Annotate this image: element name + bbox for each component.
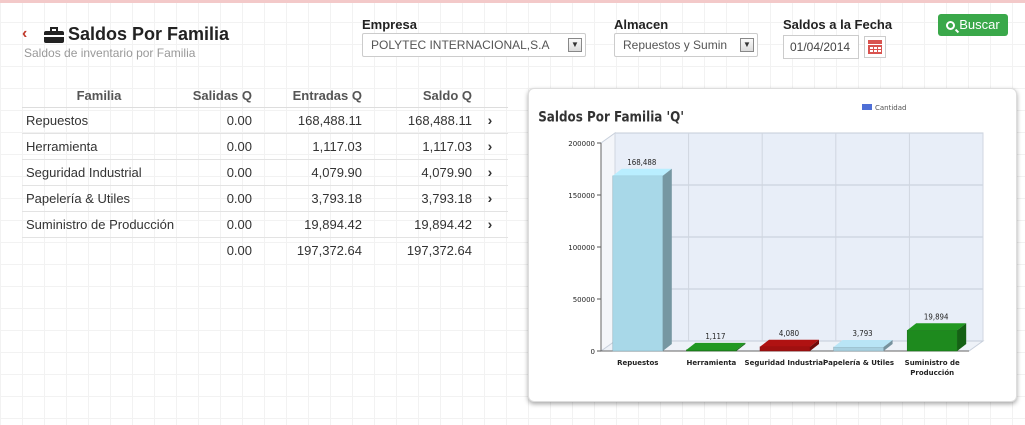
x-tick-label: Herramienta [687,359,737,367]
table-row: Repuestos 0.00 168,488.11 168,488.11 › [22,107,508,134]
bar-top [833,340,893,348]
cell-familia-empty [22,237,182,263]
cell-entradas: 19,894.42 [258,211,368,238]
title-group: Saldos Por Familia [44,24,229,45]
bar-side [736,342,746,351]
legend-label: Cantidad [875,104,906,112]
briefcase-icon [44,26,64,43]
cell-saldo: 1,117.03 [368,133,478,160]
cell-saldo: 4,079.90 [368,159,478,186]
legend-swatch [862,104,872,110]
x-tick-label: Seguridad Industrial [745,359,826,367]
table-row: Seguridad Industrial 0.00 4,079.90 4,079… [22,159,508,186]
table-totals-row: 0.00 197,372.64 197,372.64 [22,237,508,263]
buscar-button-label: Buscar [959,17,1000,32]
cell-salidas: 0.00 [182,159,258,186]
calendar-icon[interactable] [864,36,886,58]
bar-top [612,168,672,176]
bar-value-label: 1,117 [705,331,725,341]
cell-entradas: 3,793.18 [258,185,368,212]
chevron-right-icon[interactable]: › [478,185,508,212]
bar-value-label: 168,488 [627,157,656,167]
column-header-action [478,85,508,108]
empresa-select-value: POLYTEC INTERNACIONAL,S.A [371,38,550,52]
search-icon [946,21,956,30]
chevron-right-icon[interactable]: › [478,159,508,186]
fecha-label: Saldos a la Fecha [783,17,893,32]
bar-value-label: 3,793 [853,329,873,339]
saldos-table: Familia Salidas Q Entradas Q Saldo Q Rep… [22,85,508,263]
column-header-salidas: Salidas Q [182,85,258,108]
cell-familia: Papelería & Utiles [22,185,182,212]
fecha-input[interactable]: 01/04/2014 [783,35,859,59]
top-accent-line [0,0,1025,3]
table-row: Suministro de Producción 0.00 19,894.42 … [22,211,508,238]
saldos-chart: Saldos Por Familia 'Q' Cantidad 0 50000 1000… [538,104,985,377]
bar-side [883,340,893,351]
back-chevron-icon[interactable]: ‹ [22,25,28,42]
cell-salidas: 0.00 [182,185,258,212]
cell-salidas: 0.00 [182,107,258,134]
table-header-row: Familia Salidas Q Entradas Q Saldo Q [22,85,508,108]
bar-value-label: 4,080 [779,328,799,338]
cell-familia: Herramienta [22,133,182,160]
page-title: Saldos Por Familia [68,24,230,44]
almacen-select-value: Repuestos y Sumin [623,38,728,52]
almacen-select[interactable]: Repuestos y Sumin ▼ [614,33,758,57]
chart-panel: Saldos Por Familia 'Q' Cantidad 0 50000 1000… [528,88,1017,402]
cell-action-empty [478,237,508,263]
chevron-right-icon[interactable]: › [478,107,508,134]
cell-entradas: 168,488.11 [258,107,368,134]
chevron-right-icon[interactable]: › [478,133,508,160]
column-header-entradas: Entradas Q [258,85,368,108]
almacen-label: Almacen [614,17,669,32]
cell-entradas: 1,117.03 [258,133,368,160]
chart-title: Saldos Por Familia 'Q' [538,110,684,126]
bar [686,349,737,352]
cell-familia: Suministro de Producción [22,211,182,238]
table-row: Papelería & Utiles 0.00 3,793.18 3,793.1… [22,185,508,212]
bar [612,175,664,352]
bar-side [662,168,672,351]
cell-salidas: 0.00 [182,211,258,238]
chevron-down-icon[interactable]: ▼ [740,38,754,52]
cell-familia: Repuestos [22,107,182,134]
cell-entradas: 4,079.90 [258,159,368,186]
cell-saldo: 3,793.18 [368,185,478,212]
empresa-select[interactable]: POLYTEC INTERNACIONAL,S.A ▼ [362,33,586,57]
total-saldo: 197,372.64 [406,242,472,258]
y-tick-label: 100000 [568,244,595,252]
x-tick-label: Papelería & Utiles [823,359,894,367]
bar-top [686,342,746,350]
y-tick-label: 200000 [568,140,595,148]
cell-familia: Seguridad Industrial [22,159,182,186]
page-header: ‹ Saldos Por Familia Saldos de inventari… [0,0,1025,80]
y-tick-label: 0 [591,348,595,356]
cell-saldo: 168,488.11 [368,107,478,134]
bar [759,346,811,352]
buscar-button[interactable]: Buscar [938,14,1008,36]
bar-value-label: 19,894 [924,312,949,322]
y-tick-label: 50000 [573,296,595,304]
total-salidas: 0.00 [226,242,252,258]
y-tick-label: 150000 [568,192,595,200]
empresa-label: Empresa [362,17,417,32]
column-header-saldo: Saldo Q [368,85,478,108]
bar [833,346,884,352]
total-entradas: 197,372.64 [296,242,362,258]
page-subtitle: Saldos de inventario por Familia [24,46,196,60]
x-tick-label: Repuestos [617,359,658,367]
bar-top [760,339,819,347]
table-row: Herramienta 0.00 1,117.03 1,117.03 › [22,133,508,160]
cell-saldo: 19,894.42 [368,211,478,238]
bar-side [957,323,967,351]
bar-top [907,323,967,331]
bar-side [810,339,819,351]
x-tick-label: Suministro de Producción [905,359,960,377]
cell-salidas: 0.00 [182,133,258,160]
chevron-right-icon[interactable]: › [478,211,508,238]
column-header-familia: Familia [22,85,182,108]
chevron-down-icon[interactable]: ▼ [568,38,582,52]
bar [906,330,958,352]
